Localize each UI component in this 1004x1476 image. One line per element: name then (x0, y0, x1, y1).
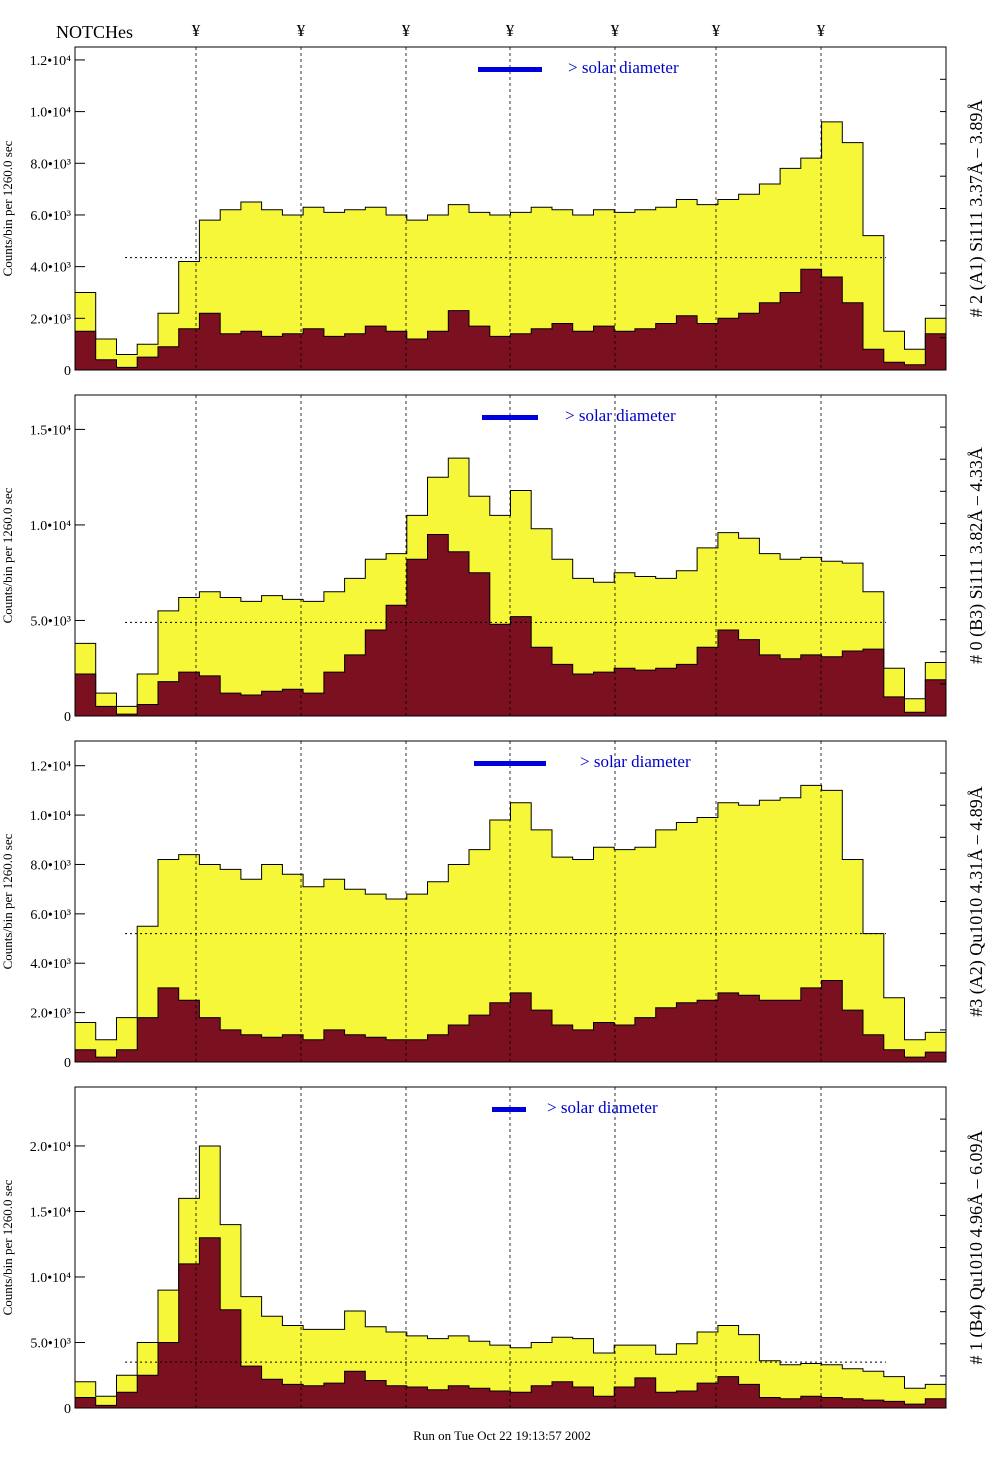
channel-title: # 0 (B3) Si111 3.82Å – 4.33Å (966, 447, 987, 664)
flare-counts-histogram (74, 980, 947, 1063)
solar-diameter-label: > solar diameter (568, 58, 679, 77)
y-axis-label: Counts/bin per 1260.0 sec (0, 1179, 15, 1315)
panel-3: 0 2.0•10³ 4.0•10³ 6.0•10³ 8.0•10³ 1.0•10⁴ 1.2•… (0, 740, 987, 1071)
y-axis-label: Counts/bin per 1260.0 sec (0, 833, 15, 969)
solar-diameter-bar (482, 415, 538, 420)
channel-title: # 2 (A1) Si111 3.37Å – 3.89Å (966, 100, 987, 318)
flare-counts-histogram (74, 1237, 947, 1409)
solar-diameter-label: > solar diameter (547, 1098, 658, 1117)
y-tick-label: 5.0•10³ (30, 614, 71, 629)
y-tick-label: 2.0•10⁴ (30, 1140, 71, 1155)
notch-marker: ¥ (192, 21, 201, 40)
y-tick-label: 8.0•10³ (30, 157, 71, 172)
notch-marker: ¥ (297, 21, 306, 40)
notch-marker: ¥ (817, 21, 826, 40)
total-counts-histogram (74, 121, 947, 371)
y-tick-label: 1.2•10⁴ (30, 54, 71, 69)
notches-label: NOTCHes (56, 22, 133, 42)
notch-marker: ¥ (712, 21, 721, 40)
y-tick-label: 6.0•10³ (30, 209, 71, 224)
y-tick-label: 1.5•10⁴ (30, 423, 71, 438)
channel-title: #3 (A2) Qu1010 4.31Å – 4.89Å (966, 786, 987, 1016)
run-timestamp: Run on Tue Oct 22 19:13:57 2002 (413, 1428, 591, 1443)
y-tick-label: 0 (64, 1402, 71, 1417)
y-tick-label: 1.0•10⁴ (30, 106, 71, 121)
y-tick-label: 4.0•10³ (30, 261, 71, 276)
y-axis-label: Counts/bin per 1260.0 sec (0, 140, 15, 276)
solar-diameter-bar (478, 67, 542, 72)
y-tick-label: 0 (64, 710, 71, 725)
y-tick-label: 1.0•10⁴ (30, 1271, 71, 1286)
y-tick-label: 0 (64, 364, 71, 379)
y-axis-label: Counts/bin per 1260.0 sec (0, 487, 15, 623)
flare-counts-histogram (74, 534, 947, 717)
y-tick-label: 6.0•10³ (30, 908, 71, 923)
y-tick-label: 2.0•10³ (30, 312, 71, 327)
panel-1: 0 2.0•10³ 4.0•10³ 6.0•10³ 8.0•10³ 1.0•10⁴ 1.2•… (0, 46, 987, 379)
flare-counts-histogram (74, 268, 947, 371)
panel-2: 0 5.0•10³ 1.0•10⁴ 1.5•10⁴ Counts/bin per 126… (0, 394, 987, 725)
y-tick-label: 1.0•10⁴ (30, 519, 71, 534)
notch-marker: ¥ (402, 21, 411, 40)
y-tick-label: 1.0•10⁴ (30, 809, 71, 824)
solar-diameter-label: > solar diameter (565, 406, 676, 425)
y-tick-label: 1.2•10⁴ (30, 760, 71, 775)
notches-header: NOTCHes ¥ ¥ ¥ ¥ ¥ ¥ ¥ (56, 21, 826, 42)
y-tick-label: 8.0•10³ (30, 858, 71, 873)
panel-4: 0 5.0•10³ 1.0•10⁴ 1.5•10⁴ 2.0•10⁴ Counts/bin … (0, 1086, 987, 1417)
y-tick-label: 5.0•10³ (30, 1336, 71, 1351)
notch-marker: ¥ (611, 21, 620, 40)
panels: 0 2.0•10³ 4.0•10³ 6.0•10³ 8.0•10³ 1.0•10⁴ 1.2•… (0, 46, 987, 1417)
solar-diameter-label: > solar diameter (580, 752, 691, 771)
y-tick-label: 4.0•10³ (30, 957, 71, 972)
channel-title: # 1 (B4) Qu1010 4.96Å – 6.09Å (966, 1131, 987, 1365)
total-counts-histogram (74, 1145, 947, 1409)
y-tick-label: 2.0•10³ (30, 1007, 71, 1022)
solar-diameter-bar (492, 1107, 526, 1112)
solar-diameter-bar (474, 761, 546, 766)
y-tick-label: 0 (64, 1056, 71, 1071)
y-tick-label: 1.5•10⁴ (30, 1205, 71, 1220)
notch-marker: ¥ (506, 21, 515, 40)
